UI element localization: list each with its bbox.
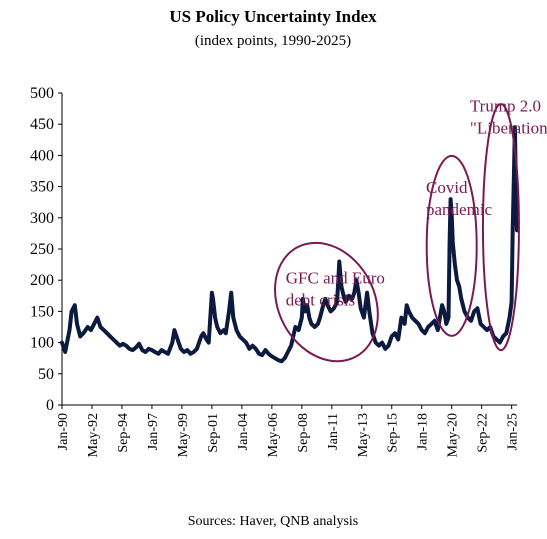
x-tick-label: Sep-94 bbox=[116, 413, 131, 453]
annotation-label: GFC and Euro bbox=[286, 268, 385, 287]
y-tick-label: 50 bbox=[38, 366, 54, 383]
y-tick-label: 500 bbox=[30, 85, 54, 102]
x-axis: Jan-90 May-92 Sep-94 Jan-97 May-99 Sep-01 Jan-… bbox=[56, 404, 521, 457]
annotation-label: pandemic bbox=[426, 200, 493, 219]
y-tick-label: 400 bbox=[30, 147, 54, 164]
series-group bbox=[60, 125, 519, 364]
x-tick-label: Jan-97 bbox=[146, 413, 161, 450]
x-tick-label: Jan-04 bbox=[236, 413, 251, 450]
y-tick-label: 450 bbox=[30, 116, 54, 133]
x-tick-label: Sep-22 bbox=[476, 413, 491, 453]
x-tick-label: Jan-90 bbox=[56, 413, 71, 450]
annotation-label: Trump 2.0 bbox=[470, 97, 541, 116]
highlight-ellipse bbox=[481, 103, 520, 352]
highlight-ellipse bbox=[274, 241, 379, 363]
x-tick-label: Sep-08 bbox=[296, 413, 311, 453]
series-line bbox=[60, 125, 519, 364]
y-tick-label: 0 bbox=[46, 397, 54, 414]
x-tick-label: May-06 bbox=[266, 413, 281, 457]
annotation-label: "Liberation day" bbox=[470, 119, 547, 138]
x-tick-label: Jan-18 bbox=[416, 413, 431, 450]
x-tick-label: Sep-01 bbox=[206, 413, 221, 453]
annotation-label: debt crisis bbox=[286, 290, 355, 309]
chart-title: US Policy Uncertainty Index bbox=[169, 7, 377, 26]
y-tick-label: 100 bbox=[30, 335, 54, 352]
y-tick-label: 300 bbox=[30, 210, 54, 227]
y-tick-label: 150 bbox=[30, 303, 54, 320]
x-tick-label: Sep-15 bbox=[386, 413, 401, 453]
chart-subtitle: (index points, 1990-2025) bbox=[195, 33, 351, 49]
y-tick-label: 200 bbox=[30, 272, 54, 289]
x-tick-label: Jan-11 bbox=[326, 413, 341, 450]
annotation-label: Covid bbox=[426, 178, 468, 197]
x-tick-label: May-92 bbox=[86, 413, 101, 457]
highlight-group bbox=[274, 103, 520, 363]
x-tick-label: May-13 bbox=[356, 413, 371, 457]
chart-source: Sources: Haver, QNB analysis bbox=[188, 514, 359, 529]
x-tick-label: Jan-25 bbox=[506, 413, 521, 450]
highlight-ellipse bbox=[425, 154, 478, 337]
y-axis: 0 50 100 150 200 250 300 350 400 450 500 bbox=[30, 85, 63, 414]
x-tick-label: May-20 bbox=[446, 413, 461, 457]
x-tick-label: May-99 bbox=[176, 413, 191, 457]
y-tick-label: 350 bbox=[30, 179, 54, 196]
y-tick-label: 250 bbox=[30, 241, 54, 258]
annotation-group: GFC and Euro debt crisis Covid pandemic Trum… bbox=[286, 97, 547, 310]
